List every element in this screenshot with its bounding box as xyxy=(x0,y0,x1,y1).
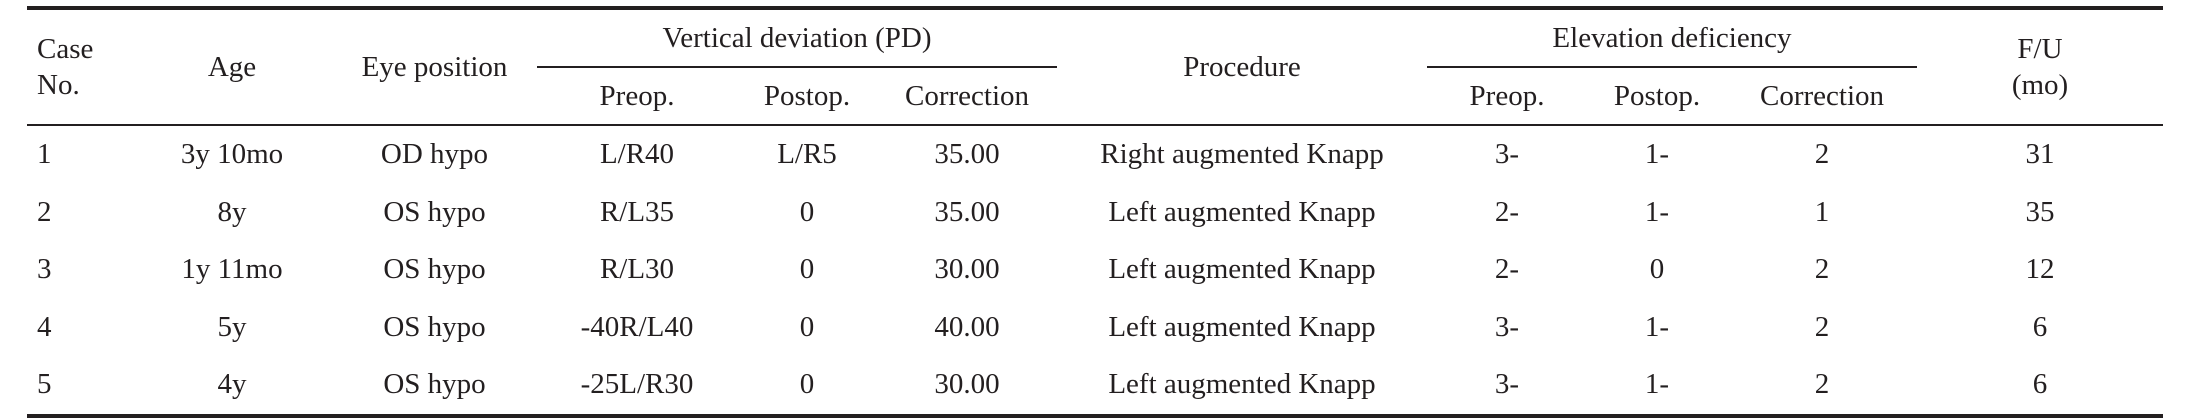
cell-vd-preop: L/R40 xyxy=(599,138,675,171)
cell-follow-up: 6 xyxy=(2032,310,2048,343)
cell-ed-postop: 1- xyxy=(1644,310,1670,343)
header-fu-line2: (mo) xyxy=(2011,69,2069,101)
table-body: 1 3y 10mo OD hypo L/R40 L/R5 35.00 Right… xyxy=(27,126,2163,420)
table-row: 1 3y 10mo OD hypo L/R40 L/R5 35.00 Right… xyxy=(27,126,2163,184)
cell-procedure: Left augmented Knapp xyxy=(1108,195,1376,228)
cell-procedure: Right augmented Knapp xyxy=(1100,138,1384,171)
cell-vd-correction: 35.00 xyxy=(934,138,1000,171)
cell-vd-correction: 30.00 xyxy=(934,253,1000,286)
header-follow-up: F/U (mo) xyxy=(1917,10,2163,125)
cell-case: 3 xyxy=(37,253,52,286)
cell-ed-preop: 3- xyxy=(1494,310,1520,343)
cell-case: 2 xyxy=(37,195,52,228)
header-case-no-line2: No. xyxy=(37,69,80,101)
cell-follow-up: 12 xyxy=(2025,253,2055,286)
cell-follow-up: 31 xyxy=(2025,138,2055,171)
cell-ed-preop: 3- xyxy=(1494,138,1520,171)
header-elevation-deficiency: Elevation deficiency xyxy=(1427,10,1917,67)
cell-ed-correction: 2 xyxy=(1814,138,1830,171)
cell-case: 1 xyxy=(37,138,52,171)
cell-ed-preop: 3- xyxy=(1494,368,1520,401)
cell-ed-postop: 0 xyxy=(1649,253,1665,286)
case-outcomes-table: Case No. Age Eye position Vertical devia… xyxy=(27,6,2163,420)
cell-ed-postop: 1- xyxy=(1644,195,1670,228)
header-case-no-line1: Case xyxy=(37,32,94,65)
cell-ed-postop: 1- xyxy=(1644,368,1670,401)
cell-vd-postop: 0 xyxy=(799,368,815,401)
table-row: 2 8y OS hypo R/L35 0 35.00 Left augmente… xyxy=(27,184,2163,242)
header-fu-line1: F/U xyxy=(2017,32,2063,65)
table-row: 3 1y 11mo OS hypo R/L30 0 30.00 Left aug… xyxy=(27,241,2163,299)
cell-age: 8y xyxy=(217,195,247,228)
header-ed-postop: Postop. xyxy=(1587,66,1727,125)
table-row: 5 4y OS hypo -25L/R30 0 30.00 Left augme… xyxy=(27,356,2163,416)
cell-procedure: Left augmented Knapp xyxy=(1108,253,1376,286)
cell-age: 1y 11mo xyxy=(181,253,283,286)
cell-vd-postop: 0 xyxy=(799,253,815,286)
cell-case: 5 xyxy=(37,368,52,401)
table-header: Case No. Age Eye position Vertical devia… xyxy=(27,6,2163,127)
cell-ed-correction: 1 xyxy=(1814,195,1830,228)
header-elevation-deficiency-label: Elevation deficiency xyxy=(1552,21,1792,54)
cell-vd-postop: L/R5 xyxy=(777,138,837,171)
cell-eye-position: OD hypo xyxy=(380,138,489,171)
cell-vd-preop: R/L30 xyxy=(599,253,675,286)
cell-ed-correction: 2 xyxy=(1814,253,1830,286)
cell-vd-correction: 35.00 xyxy=(934,195,1000,228)
cell-vd-preop: -25L/R30 xyxy=(580,368,694,401)
cell-age: 4y xyxy=(217,368,247,401)
header-vd-correction: Correction xyxy=(877,66,1057,125)
cell-ed-preop: 2- xyxy=(1494,195,1520,228)
cell-case: 4 xyxy=(37,310,52,343)
cell-follow-up: 35 xyxy=(2025,195,2055,228)
cell-ed-preop: 2- xyxy=(1494,253,1520,286)
cell-vd-preop: R/L35 xyxy=(599,195,675,228)
header-case-no: Case No. xyxy=(27,10,132,125)
header-vertical-deviation-label: Vertical deviation (PD) xyxy=(662,21,932,54)
cell-age: 3y 10mo xyxy=(180,138,284,171)
cell-eye-position: OS hypo xyxy=(383,368,486,401)
cell-vd-correction: 30.00 xyxy=(934,368,1000,401)
header-vd-preop: Preop. xyxy=(537,66,737,125)
cell-ed-correction: 2 xyxy=(1814,368,1830,401)
cell-eye-position: OS hypo xyxy=(383,310,486,343)
cell-eye-position: OS hypo xyxy=(383,195,486,228)
header-age: Age xyxy=(207,50,257,83)
header-procedure: Procedure xyxy=(1183,50,1301,83)
header-ed-preop: Preop. xyxy=(1427,66,1587,125)
header-vd-postop: Postop. xyxy=(737,66,877,125)
cell-vd-preop: -40R/L40 xyxy=(580,310,694,343)
cell-vd-postop: 0 xyxy=(799,195,815,228)
header-ed-correction: Correction xyxy=(1727,66,1917,125)
clinical-table-container: Case No. Age Eye position Vertical devia… xyxy=(27,6,2163,420)
cell-vd-correction: 40.00 xyxy=(934,310,1000,343)
cell-age: 5y xyxy=(217,310,247,343)
cell-eye-position: OS hypo xyxy=(383,253,486,286)
cell-follow-up: 6 xyxy=(2032,368,2048,401)
cell-ed-postop: 1- xyxy=(1644,138,1670,171)
header-eye-position: Eye position xyxy=(361,50,508,83)
cell-vd-postop: 0 xyxy=(799,310,815,343)
table-row: 4 5y OS hypo -40R/L40 0 40.00 Left augme… xyxy=(27,299,2163,357)
cell-ed-correction: 2 xyxy=(1814,310,1830,343)
cell-procedure: Left augmented Knapp xyxy=(1108,310,1376,343)
header-vertical-deviation: Vertical deviation (PD) xyxy=(537,10,1057,67)
cell-procedure: Left augmented Knapp xyxy=(1108,368,1376,401)
